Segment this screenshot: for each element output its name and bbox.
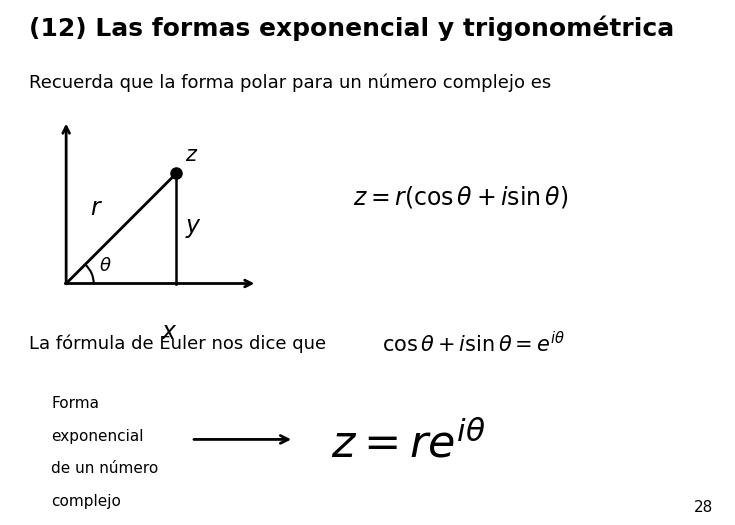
Text: $z = re^{i\theta}$: $z = re^{i\theta}$ bbox=[331, 421, 486, 466]
Text: Recuerda que la forma polar para un número complejo es: Recuerda que la forma polar para un núme… bbox=[29, 74, 552, 92]
Text: $z$: $z$ bbox=[185, 145, 198, 165]
Text: $\mathbf{\mathit{r}}$: $\mathbf{\mathit{r}}$ bbox=[90, 196, 103, 220]
Text: La fórmula de Euler nos dice que: La fórmula de Euler nos dice que bbox=[29, 334, 326, 353]
Text: $\cos\theta + i\sin\theta = e^{i\theta}$: $\cos\theta + i\sin\theta = e^{i\theta}$ bbox=[382, 331, 565, 356]
Text: de un número: de un número bbox=[51, 461, 159, 477]
Text: $\mathbf{\mathit{y}}$: $\mathbf{\mathit{y}}$ bbox=[185, 216, 202, 240]
Text: $z = r(\cos\theta + i\sin\theta)$: $z = r(\cos\theta + i\sin\theta)$ bbox=[353, 184, 568, 210]
Text: complejo: complejo bbox=[51, 494, 121, 509]
Text: $\mathbf{\mathit{x}}$: $\mathbf{\mathit{x}}$ bbox=[161, 320, 177, 344]
Text: (12) Las formas exponencial y trigonométrica: (12) Las formas exponencial y trigonomét… bbox=[29, 16, 675, 41]
Text: $\theta$: $\theta$ bbox=[99, 257, 112, 275]
Text: 28: 28 bbox=[694, 499, 713, 514]
Text: Forma: Forma bbox=[51, 396, 99, 412]
Text: exponencial: exponencial bbox=[51, 429, 144, 444]
